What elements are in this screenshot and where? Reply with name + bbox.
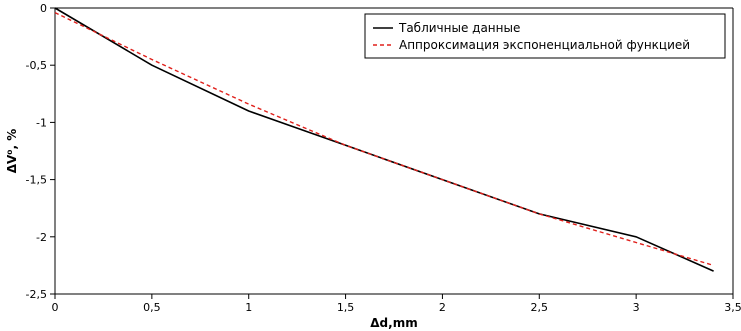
legend-label-exp-approximation: Аппроксимация экспоненциальной функцией <box>399 38 690 52</box>
x-tick-label: 2,5 <box>531 301 549 314</box>
series-line-table-data <box>54 7 714 272</box>
y-tick-label: 0 <box>40 2 47 15</box>
x-axis-label: Δd,mm <box>370 316 417 330</box>
x-tick-label: 1,5 <box>337 301 355 314</box>
legend-label-table-data: Табличные данные <box>398 21 520 35</box>
x-tick-label: 3,5 <box>724 301 741 314</box>
axes <box>54 7 734 295</box>
series-line-exp-approximation <box>54 11 714 267</box>
legend-box <box>364 13 726 59</box>
y-tick-label: -1 <box>36 116 47 129</box>
x-tick-label: 1 <box>245 301 252 314</box>
ticks: 0 0,5 1 1,5 2 2,5 3 3,5 0 -0,5 -1 -1,5 -2 -2,5 <box>26 2 741 314</box>
y-tick-label: -0,5 <box>26 59 47 72</box>
x-tick-label: 0,5 <box>143 301 161 314</box>
legend: Табличные данные Аппроксимация экспоненц… <box>364 13 726 59</box>
y-tick-label: -2 <box>36 231 47 244</box>
series <box>54 7 714 272</box>
x-tick-label: 2 <box>439 301 446 314</box>
x-tick-label: 0 <box>52 301 59 314</box>
y-axis-label: ΔV⁰, % <box>5 129 19 174</box>
y-tick-label: -2,5 <box>26 288 47 301</box>
x-tick-label: 3 <box>633 301 640 314</box>
y-tick-label: -1,5 <box>26 174 47 187</box>
